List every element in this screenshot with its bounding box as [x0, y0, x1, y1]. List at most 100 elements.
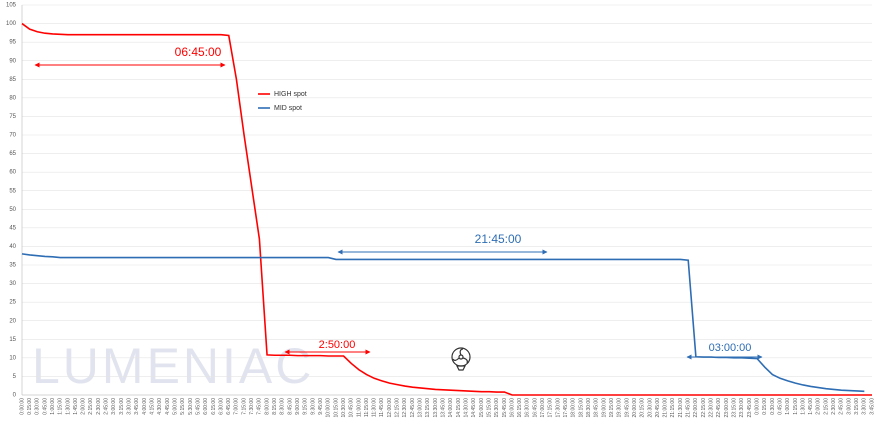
x-tick-label: 15:45:00 [502, 398, 508, 418]
x-tick-label: 7:15:00 [241, 398, 247, 415]
x-tick-label: 8:15:00 [272, 398, 278, 415]
x-tick-label: 3:30:00 [127, 398, 133, 415]
x-tick-label: 14:30:00 [463, 398, 469, 418]
x-tick-label: 5:45:00 [195, 398, 201, 415]
x-tick-label: 2:45:00 [839, 398, 845, 415]
x-tick-label: 10:30:00 [341, 398, 347, 418]
x-tick-label: 7:45:00 [257, 398, 263, 415]
x-tick-label: 4:30:00 [157, 398, 163, 415]
x-tick-label: 0:15:00 [762, 398, 768, 415]
duration-arrows [34, 62, 763, 360]
x-tick-label: 11:30:00 [372, 398, 378, 417]
x-tick-label: 6:30:00 [218, 398, 224, 415]
x-tick-label: 1:30:00 [65, 398, 71, 415]
x-tick-label: 4:45:00 [165, 398, 171, 415]
y-tick-label: 75 [9, 114, 16, 120]
x-tick-label: 9:00:00 [295, 398, 301, 415]
x-tick-label: 0:45:00 [42, 398, 48, 415]
y-tick-label: 20 [9, 318, 16, 324]
y-tick-label: 45 [9, 225, 16, 231]
x-tick-label: 19:30:00 [617, 398, 623, 418]
x-tick-label: 21:45:00 [686, 398, 692, 418]
x-tick-label: 2:30:00 [831, 398, 837, 415]
y-tick-label: 15 [9, 337, 16, 343]
x-tick-label: 23:15:00 [731, 398, 737, 418]
x-tick-label: 0:00:00 [754, 398, 760, 415]
x-tick-label: 1:15:00 [793, 398, 799, 415]
y-tick-label: 95 [9, 40, 16, 46]
x-tick-label: 22:00:00 [693, 398, 699, 418]
y-tick-label: 5 [13, 374, 17, 380]
y-tick-label: 55 [9, 188, 16, 194]
grid: LUMENIAC 0 5 10 15 20 25 30 35 40 45 50 55 60 65 70 75 80… [6, 3, 875, 418]
x-tick-label: 22:45:00 [716, 398, 722, 418]
y-tick-label: 50 [9, 207, 16, 213]
annotation: 03:00:00 [709, 342, 752, 354]
y-tick-label: 65 [9, 151, 16, 157]
x-tick-label: 5:15:00 [180, 398, 186, 415]
x-tick-label: 4:15:00 [150, 398, 156, 415]
x-tick-label: 2:15:00 [88, 398, 94, 415]
x-tick-label: 16:15:00 [517, 398, 523, 418]
x-tick-label: 17:15:00 [548, 398, 554, 418]
y-tick-label: 25 [9, 300, 16, 306]
x-tick-label: 23:30:00 [739, 398, 745, 418]
x-tick-label: 18:15:00 [578, 398, 584, 418]
x-tick-label: 10:00:00 [326, 398, 332, 418]
y-tick-label: 90 [9, 58, 16, 64]
x-tick-label: 20:00:00 [632, 398, 638, 418]
y-tick-label: 0 [13, 393, 17, 399]
x-tick-label: 0:15:00 [27, 398, 33, 415]
x-tick-label: 1:00:00 [50, 398, 56, 415]
y-tick-label: 10 [9, 355, 16, 361]
y-tick-label: 80 [9, 95, 16, 101]
x-tick-label: 1:15:00 [58, 398, 64, 415]
x-tick-label: 0:00:00 [19, 398, 25, 415]
y-tick-label: 100 [6, 21, 17, 27]
x-tick-label: 13:15:00 [425, 398, 431, 418]
y-tick-label: 30 [9, 281, 16, 287]
x-tick-label: 18:45:00 [594, 398, 600, 418]
x-tick-label: 8:30:00 [280, 398, 286, 415]
x-tick-label: 15:30:00 [494, 398, 500, 418]
y-tick-label: 85 [9, 77, 16, 83]
x-tick-label: 9:30:00 [310, 398, 316, 415]
x-tick-label: 20:45:00 [655, 398, 661, 418]
x-tick-label: 9:45:00 [318, 398, 324, 415]
x-tick-label: 6:15:00 [211, 398, 217, 415]
x-tick-label: 3:00:00 [111, 398, 117, 415]
x-tick-label: 17:30:00 [555, 398, 561, 418]
annotation: 06:45:00 [175, 45, 222, 59]
x-tick-label: 6:00:00 [203, 398, 209, 415]
x-tick-label: 16:30:00 [525, 398, 531, 418]
x-tick-label: 7:00:00 [234, 398, 240, 415]
y-tick-label: 70 [9, 133, 16, 139]
x-tick-label: 1:00:00 [785, 398, 791, 415]
x-tick-label: 17:45:00 [563, 398, 569, 418]
x-tick-label: 23:45:00 [747, 398, 753, 418]
annotation: 21:45:00 [475, 232, 522, 246]
x-tick-label: 21:30:00 [678, 398, 684, 418]
x-tick-label: 12:00:00 [387, 398, 393, 418]
x-tick-label: 3:45:00 [869, 398, 875, 415]
y-tick-label: 105 [6, 3, 17, 9]
legend-label: MID spot [274, 105, 302, 112]
x-tick-label: 2:30:00 [96, 398, 102, 415]
x-tick-label: 23:00:00 [724, 398, 730, 418]
x-tick-label: 14:15:00 [456, 398, 462, 418]
x-tick-label: 4:00:00 [142, 398, 148, 415]
x-tick-label: 20:15:00 [640, 398, 646, 418]
x-tick-label: 1:45:00 [808, 398, 814, 415]
x-tick-label: 6:45:00 [226, 398, 232, 415]
x-tick-label: 14:00:00 [448, 398, 454, 418]
x-tick-label: 2:00:00 [816, 398, 822, 415]
x-tick-label: 2:45:00 [104, 398, 110, 415]
x-tick-label: 7:30:00 [249, 398, 255, 415]
x-tick-label: 13:45:00 [440, 398, 446, 418]
watermark: LUMENIAC [32, 338, 314, 394]
x-tick-label: 12:30:00 [402, 398, 408, 418]
x-tick-label: 15:15:00 [486, 398, 492, 418]
x-tick-label: 9:15:00 [303, 398, 309, 415]
x-tick-label: 18:30:00 [586, 398, 592, 418]
